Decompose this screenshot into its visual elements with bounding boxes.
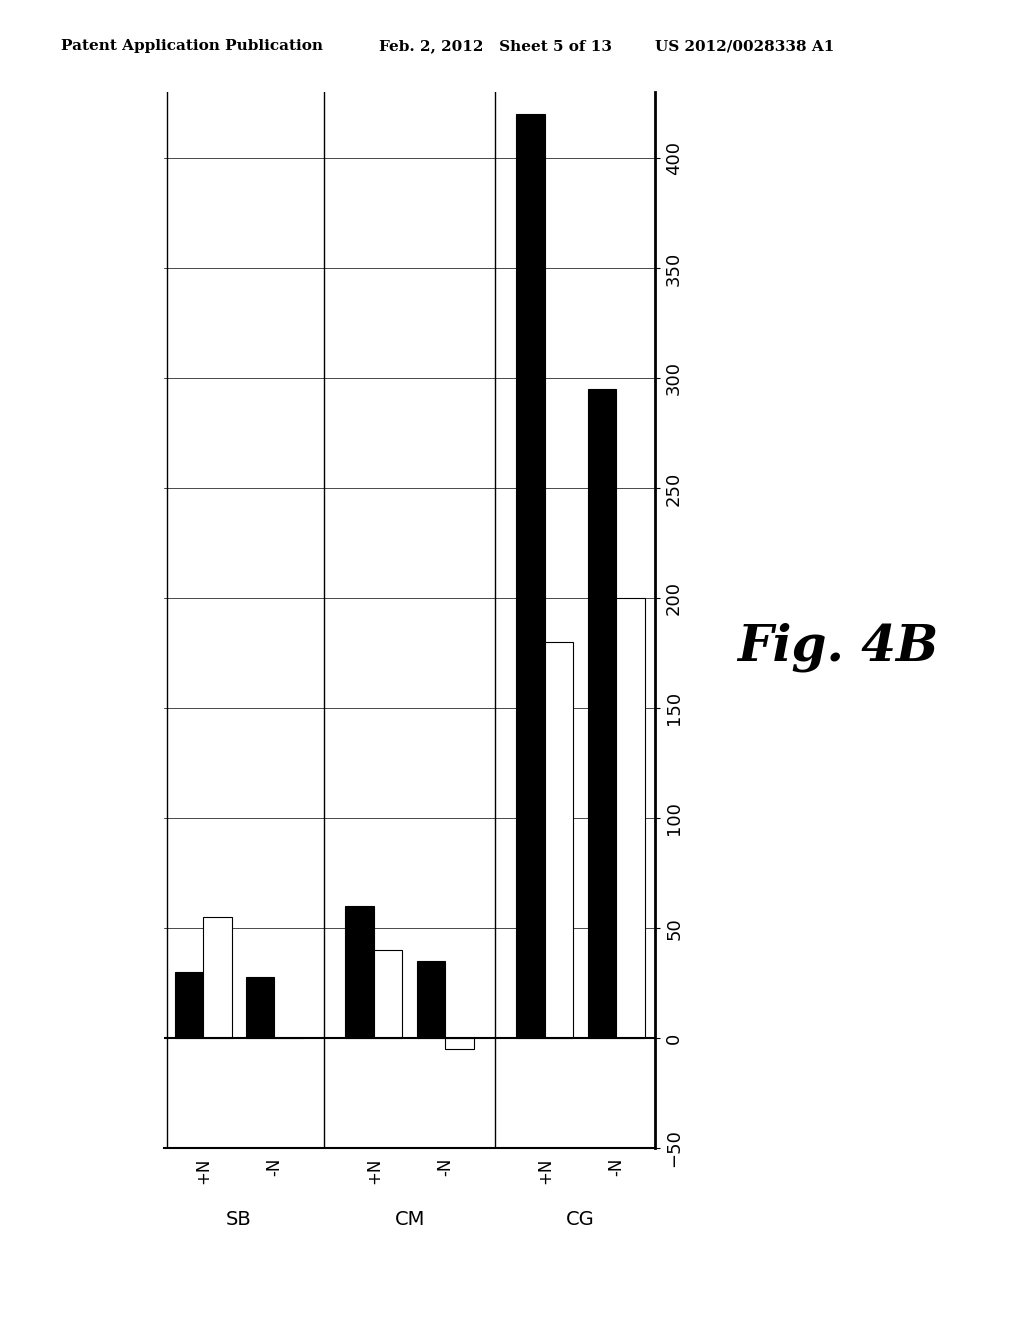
Text: US 2012/0028338 A1: US 2012/0028338 A1 (655, 40, 835, 53)
Text: SB: SB (225, 1210, 252, 1229)
Text: CG: CG (566, 1210, 595, 1229)
Bar (417, 961, 445, 1039)
Text: Feb. 2, 2012   Sheet 5 of 13: Feb. 2, 2012 Sheet 5 of 13 (379, 40, 612, 53)
Bar (345, 907, 374, 1039)
Bar (445, 1039, 474, 1049)
Text: Patent Application Publication: Patent Application Publication (61, 40, 324, 53)
Text: Fig. 4B: Fig. 4B (737, 622, 939, 672)
Bar (374, 950, 402, 1039)
Bar (246, 977, 274, 1039)
Text: CM: CM (394, 1210, 425, 1229)
Bar (174, 973, 203, 1039)
Bar (616, 598, 645, 1039)
Bar (203, 917, 231, 1039)
Bar (516, 115, 545, 1039)
Bar (588, 389, 616, 1039)
Bar (545, 643, 573, 1039)
